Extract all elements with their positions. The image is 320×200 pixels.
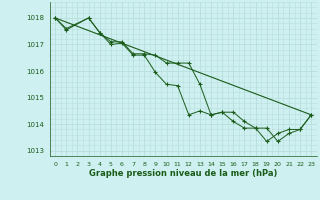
X-axis label: Graphe pression niveau de la mer (hPa): Graphe pression niveau de la mer (hPa) (89, 169, 277, 178)
